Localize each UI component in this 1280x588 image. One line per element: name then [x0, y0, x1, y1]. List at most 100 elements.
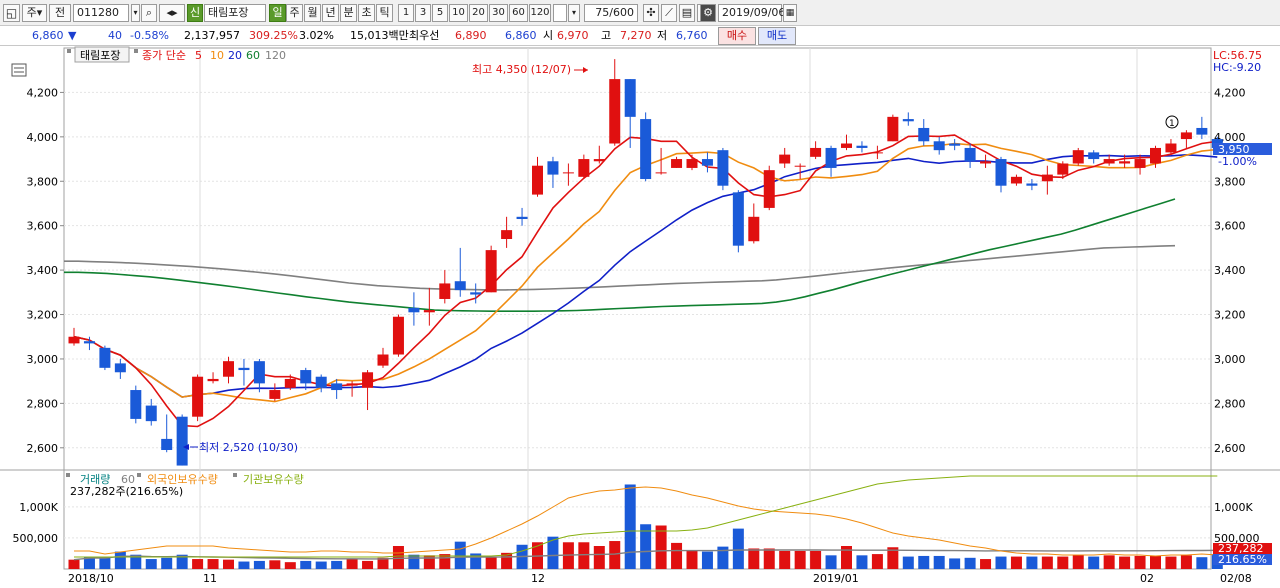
candle-body	[578, 159, 590, 177]
candle-body	[918, 127, 930, 142]
stock-code-input[interactable]: 011280	[73, 4, 129, 22]
volume-bar	[717, 546, 729, 569]
price-tick-label: 3,000	[27, 353, 59, 366]
best-ask-label: 최우선	[409, 29, 440, 42]
ma5-legend[interactable]: 5	[195, 49, 202, 62]
sell-button[interactable]: 매도	[758, 27, 796, 45]
candle-body	[902, 119, 914, 122]
print-icon[interactable]: ▤	[679, 4, 695, 22]
candle-body	[161, 438, 173, 451]
interval-120[interactable]: 120	[529, 4, 551, 22]
volume-bar	[748, 548, 760, 569]
calendar-icon[interactable]: ▦	[783, 4, 797, 22]
chart-window-icon[interactable]: ◱	[3, 4, 20, 22]
turnover-rate: 3.02%	[299, 29, 334, 42]
volume-bar	[331, 560, 343, 569]
chart-area[interactable]: 2,600 2,600 2,800 2,800 3,000 3,000 3,200 3,200…	[0, 46, 1280, 588]
interval-5[interactable]: 5	[432, 4, 448, 22]
price-tick-label: 3,200	[27, 309, 59, 322]
interval-30[interactable]: 30	[489, 4, 508, 22]
price-tick-label: 3,600	[27, 220, 59, 233]
date-input[interactable]: 2019/09/06	[718, 4, 785, 22]
volume-bar	[130, 554, 142, 569]
period-year[interactable]: 년	[322, 4, 339, 22]
candle-body	[253, 361, 265, 384]
lc-label: LC:56.75	[1213, 49, 1262, 62]
volume-bar	[83, 556, 95, 569]
volume-bar	[1072, 555, 1084, 569]
ma20-legend[interactable]: 20	[228, 49, 242, 62]
candle-body	[423, 310, 435, 313]
crosshair-icon[interactable]: ✣	[643, 4, 659, 22]
volume-ma-legend[interactable]: 60	[121, 473, 135, 486]
volume-bar	[346, 559, 358, 569]
foreign-holding-line	[74, 486, 1218, 557]
period-day[interactable]: 일	[269, 4, 286, 22]
inst-legend[interactable]: 기관보유수량	[243, 473, 304, 486]
search-icon[interactable]: ⌕	[141, 4, 157, 22]
trend-tool-icon[interactable]: ⟋	[661, 4, 677, 22]
volume-tag-label: 237,282	[1218, 542, 1264, 555]
period-second[interactable]: 초	[358, 4, 375, 22]
candle-body	[841, 143, 852, 148]
volume-bar	[1196, 557, 1208, 569]
interval-dropdown-icon[interactable]: ▾	[568, 4, 580, 22]
period-tick[interactable]: 틱	[376, 4, 393, 22]
bar-count-field[interactable]: 75/600	[584, 4, 638, 22]
volume-bar	[1041, 556, 1053, 569]
interval-10[interactable]: 10	[449, 4, 468, 22]
volume-bar	[918, 555, 930, 569]
volume-bar	[902, 556, 914, 569]
interval-20[interactable]: 20	[469, 4, 488, 22]
settings-icon[interactable]: ⚙	[700, 4, 716, 22]
interval-1[interactable]: 1	[398, 4, 414, 22]
high-value: 7,270	[620, 29, 652, 42]
market-select[interactable]: 주▾	[22, 4, 47, 22]
candle-body	[810, 147, 822, 157]
price-tick-label-right: 3,200	[1214, 309, 1246, 322]
candle-body	[1196, 127, 1208, 135]
foreign-legend[interactable]: 외국인보유수량	[147, 473, 218, 486]
interval-60[interactable]: 60	[509, 4, 528, 22]
candle-body	[1134, 159, 1146, 168]
candle-body	[686, 159, 698, 168]
date-label: 02/08	[1220, 572, 1252, 585]
open-value: 6,970	[557, 29, 589, 42]
volume-ratio: 309.25%	[249, 29, 298, 42]
price-tick-label: 4,000	[27, 131, 59, 144]
stock-chart[interactable]: 2,600 2,600 2,800 2,800 3,000 3,000 3,200 3,200…	[0, 46, 1280, 588]
ma60-legend[interactable]: 60	[246, 49, 260, 62]
volume-bar	[99, 557, 111, 569]
credit-badge[interactable]: 신	[187, 4, 203, 22]
stock-tab[interactable]	[74, 46, 130, 63]
volume-bar	[485, 557, 497, 569]
volume-legend[interactable]: 거래량	[80, 473, 110, 486]
interval-3[interactable]: 3	[415, 4, 431, 22]
volume-bar	[253, 560, 265, 569]
volume-bar	[1180, 555, 1192, 569]
ma10-legend[interactable]: 10	[210, 49, 224, 62]
volume-bar	[68, 559, 80, 569]
legend-handle-icon	[137, 473, 141, 477]
volume-bar	[1134, 555, 1146, 569]
code-prefix-button[interactable]: 전	[49, 4, 71, 22]
candle-body	[83, 341, 95, 344]
buy-button[interactable]: 매수	[718, 27, 756, 45]
candle-body	[671, 159, 683, 168]
period-week[interactable]: 주	[286, 4, 303, 22]
stock-name-field[interactable]: 태림포장	[204, 4, 266, 22]
code-dropdown-icon[interactable]: ▾	[131, 4, 140, 22]
candle-body	[1057, 163, 1069, 175]
ma-legend-label[interactable]: 종가 단순	[142, 49, 186, 62]
volume-bar	[501, 552, 513, 569]
custom-interval-input[interactable]	[553, 4, 567, 22]
period-month[interactable]: 월	[304, 4, 321, 22]
candle-body	[1180, 132, 1192, 140]
chart-menu-icon[interactable]	[11, 63, 27, 77]
period-minute[interactable]: 분	[340, 4, 357, 22]
speaker-icon[interactable]: ◂▸	[159, 4, 185, 22]
volume-bar	[779, 550, 791, 569]
event-marker-icon[interactable]	[1165, 115, 1179, 129]
candle-body	[732, 192, 744, 246]
ma120-legend[interactable]: 120	[265, 49, 286, 62]
